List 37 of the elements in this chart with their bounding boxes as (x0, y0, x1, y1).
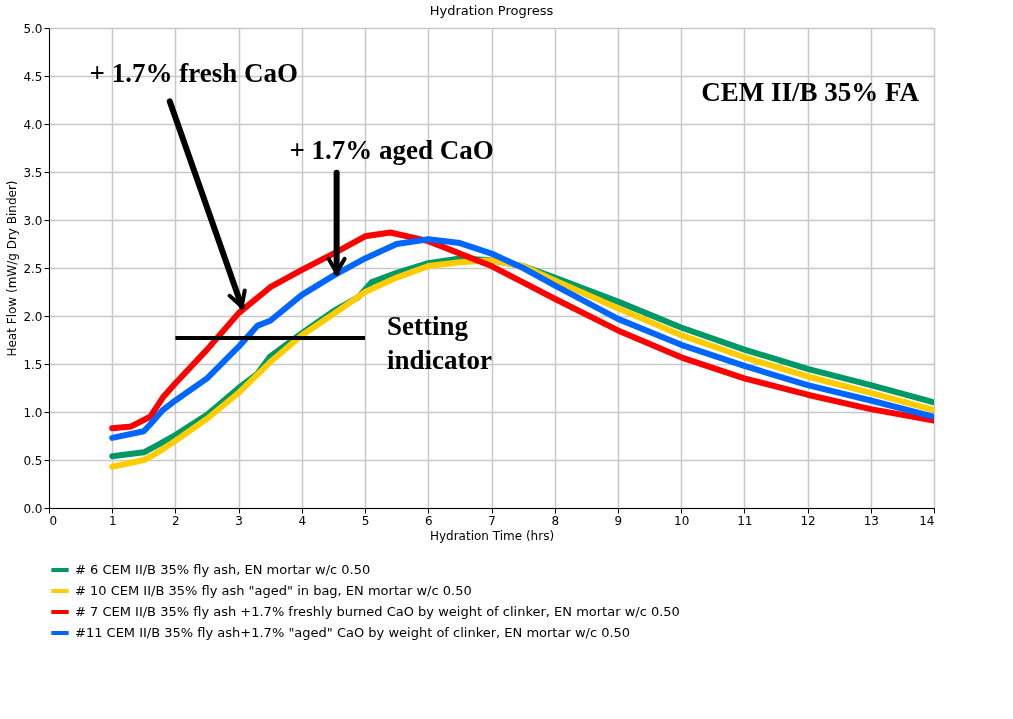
x-tick-label: 1 (108, 513, 117, 528)
x-tick-label: 14 (919, 513, 935, 528)
y-tick-label: 2.5 (23, 261, 43, 276)
legend-label: # 10 CEM II/B 35% fly ash "aged" in bag, EN mortar w/c 0.50 (75, 583, 472, 598)
annotation: + 1.7% fresh CaO (89, 58, 298, 89)
x-axis-title: Hydration Time (hrs) (429, 528, 555, 543)
x-tick-label: 7 (488, 513, 496, 528)
x-tick-label: 4 (298, 513, 307, 528)
x-tick-label: 5 (361, 513, 370, 528)
y-tick-label: 4.5 (23, 69, 43, 84)
legend-label: #11 CEM II/B 35% fly ash+1.7% "aged" CaO by weight of clinker, EN mortar w/c 0.50 (75, 625, 631, 640)
x-tick-label: 10 (674, 513, 690, 528)
annotation: Setting indicator (387, 311, 493, 376)
y-axis-title: Heat Flow (mW/g Dry Binder) (5, 180, 20, 357)
annotation: CEM II/B 35% FA (701, 76, 920, 107)
chart-title: Hydration Progress (429, 3, 554, 18)
x-tick-label: 6 (424, 513, 433, 528)
annotation: + 1.7% aged CaO (289, 134, 494, 165)
y-tick-label: 1.5 (23, 357, 43, 372)
x-tick-label: 8 (551, 513, 560, 528)
y-tick-label: 3.0 (23, 213, 43, 228)
x-tick-label: 3 (235, 513, 243, 528)
legend-label: # 6 CEM II/B 35% fly ash, EN mortar w/c 0.50 (75, 562, 371, 577)
x-tick-label: 13 (863, 513, 879, 528)
y-tick-label: 5.0 (23, 21, 43, 36)
y-tick-label: 1.0 (23, 405, 43, 420)
y-tick-label: 0.5 (23, 453, 43, 468)
y-tick-label: 2.0 (23, 309, 43, 324)
y-tick-label: 0.0 (23, 501, 43, 516)
x-tick-label: 0 (49, 513, 58, 528)
y-tick-label: 3.5 (23, 165, 43, 180)
y-tick-label: 4.0 (23, 117, 43, 132)
legend-label: # 7 CEM II/B 35% fly ash +1.7% freshly burned CaO by weight of clinker, EN mortar w/c 0.50 (75, 604, 680, 619)
x-tick-label: 12 (800, 513, 816, 528)
x-tick-label: 2 (172, 513, 180, 528)
x-tick-label: 11 (737, 513, 753, 528)
x-tick-label: 9 (614, 513, 623, 528)
